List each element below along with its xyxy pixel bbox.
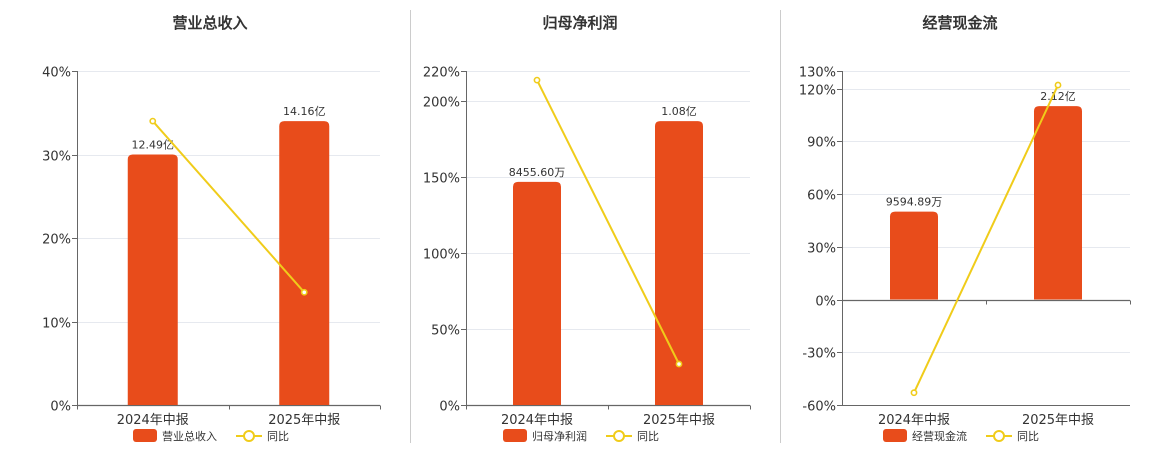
- legend-line-marker: [243, 430, 255, 442]
- series-line: [152, 120, 305, 293]
- legend-label: 同比: [1017, 430, 1039, 443]
- legend-label: 经营现金流: [912, 429, 967, 443]
- legend-line-marker: [613, 430, 625, 442]
- bar: [513, 181, 561, 405]
- x-category-label: 2025年中报: [643, 413, 715, 428]
- line-point: [533, 76, 541, 84]
- x-category-label: 2024年中报: [878, 413, 950, 428]
- y-tick-label: 0%: [50, 400, 71, 415]
- chart-panel-3: 经营现金流 -60% -30% 0% 30% 60% 90% 120% 130% 9594.89万…: [799, 14, 1131, 443]
- y-tick-label: 0%: [439, 400, 460, 415]
- legend-label: 同比: [637, 430, 659, 443]
- chart-panel-1: 营业总收入 0% 10% 20% 30% 40% 12.49亿 14.16亿 2024年中报 20…: [42, 14, 381, 443]
- y-tick-label: 100%: [423, 248, 460, 263]
- x-category-label: 2024年中报: [501, 413, 573, 428]
- y-tick-label: 220%: [423, 66, 460, 81]
- x-category-label: 2025年中报: [268, 413, 340, 428]
- legend: 营业总收入 同比: [133, 429, 289, 443]
- series-line: [913, 84, 1059, 394]
- line-point: [675, 360, 683, 368]
- y-tick-label: -30%: [802, 347, 836, 362]
- x-category-label: 2025年中报: [1022, 413, 1094, 428]
- series-line: [536, 79, 680, 365]
- bar-data-label: 9594.89万: [886, 196, 943, 209]
- line-point: [149, 117, 157, 125]
- y-tick-label: 30%: [42, 150, 71, 165]
- chart-panel-2: 归母净利润 0% 50% 100% 150% 200% 220% 8455.60万 1.08亿 2…: [423, 14, 751, 443]
- chart-title: 经营现金流: [922, 14, 997, 32]
- bar: [655, 121, 703, 405]
- legend: 经营现金流 同比: [883, 429, 1039, 443]
- y-tick-label: 40%: [42, 66, 71, 81]
- legend: 归母净利润 同比: [503, 429, 659, 443]
- y-tick-label: 10%: [42, 317, 71, 332]
- legend-label: 同比: [267, 430, 289, 443]
- bar-data-label: 1.08亿: [661, 105, 697, 118]
- legend-bar-swatch: [883, 429, 907, 442]
- y-tick-label: -60%: [802, 400, 836, 415]
- chart-title: 归母净利润: [542, 14, 617, 32]
- legend-line-marker: [993, 430, 1005, 442]
- bar: [1034, 106, 1082, 300]
- y-tick-label: 60%: [807, 189, 836, 204]
- bar: [279, 121, 330, 405]
- legend-bar-swatch: [133, 429, 157, 442]
- y-tick-label: 150%: [423, 172, 460, 187]
- legend-label: 营业总收入: [162, 429, 217, 443]
- y-tick-label: 50%: [431, 324, 460, 339]
- line-point: [910, 389, 918, 397]
- y-tick-label: 120%: [799, 84, 836, 99]
- y-tick-label: 20%: [42, 233, 71, 248]
- bar: [890, 211, 938, 300]
- bar-data-label: 12.49亿: [132, 139, 175, 152]
- bar-data-label: 14.16亿: [283, 105, 326, 118]
- y-tick-label: 130%: [799, 66, 836, 81]
- y-tick-label: 200%: [423, 96, 460, 111]
- bar-data-label: 8455.60万: [509, 166, 566, 179]
- y-tick-label: 90%: [807, 136, 836, 151]
- bar: [127, 154, 178, 405]
- y-tick-label: 0%: [815, 295, 836, 310]
- line-point: [1054, 81, 1062, 89]
- legend-label: 归母净利润: [532, 429, 587, 443]
- bar-data-label: 2.12亿: [1040, 90, 1076, 103]
- line-point: [300, 288, 308, 296]
- legend-bar-swatch: [503, 429, 527, 442]
- y-tick-label: 30%: [807, 242, 836, 257]
- x-category-label: 2024年中报: [117, 413, 189, 428]
- chart-title: 营业总收入: [172, 14, 247, 32]
